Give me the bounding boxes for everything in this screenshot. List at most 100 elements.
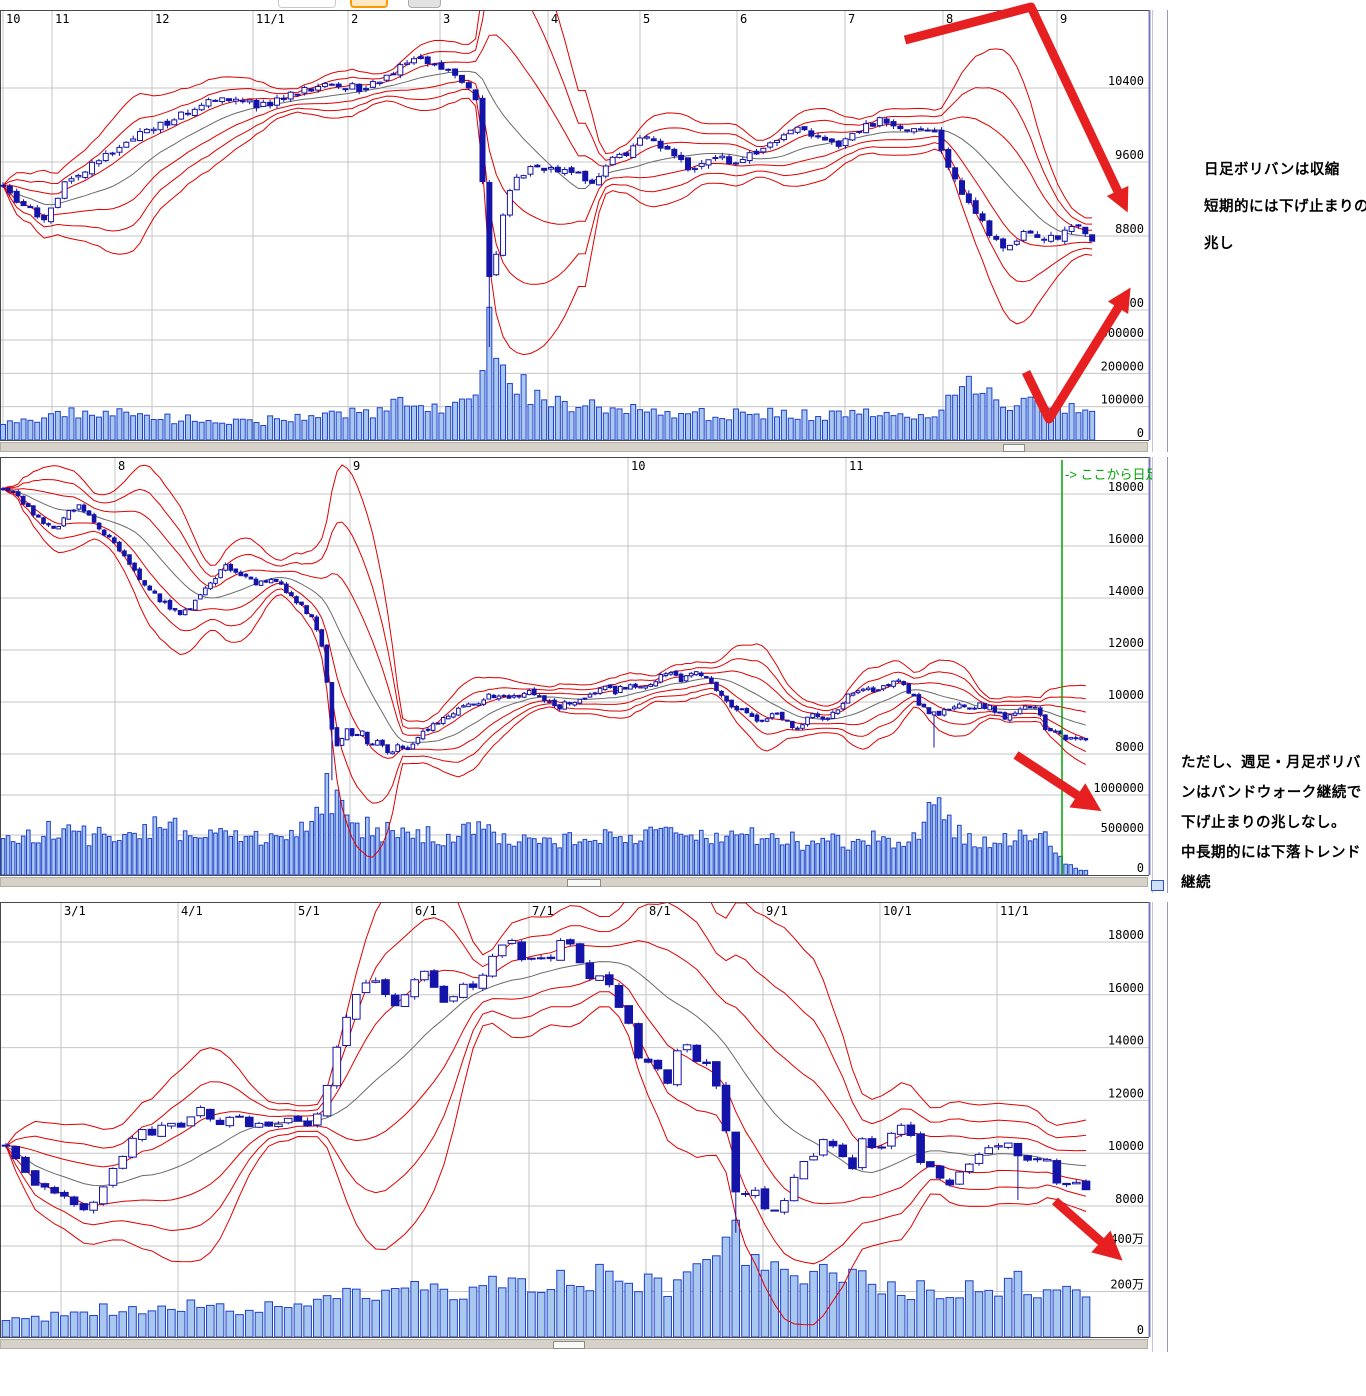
svg-text:11/1: 11/1 [256, 12, 285, 26]
daily-volume-bars [0, 306, 1096, 440]
monthly-axis-labels: 3/1 4/1 5/1 6/1 7/1 8/1 9/1 10/1 11/1 18000 16000 1… [64, 904, 1144, 1337]
daily-chart-panel[interactable]: 10 11 12 11/1 2 3 4 5 6 7 8 91040096008800800030000… [0, 0, 1151, 441]
svg-text:1000000: 1000000 [1093, 781, 1144, 795]
daily-trend-arrow-icon [1021, 287, 1131, 424]
svg-text:9/1: 9/1 [766, 904, 788, 918]
note-line: 日足ボリバンは収縮 [1204, 162, 1340, 178]
svg-text:9: 9 [353, 459, 360, 473]
svg-text:10000: 10000 [1108, 688, 1144, 702]
weekly-chart-panel[interactable]: 8 9 10 11 18000 16000 14000 12000 10000 8000 10000… [0, 457, 1151, 876]
svg-text:7: 7 [848, 12, 855, 26]
svg-text:10000: 10000 [1108, 1139, 1144, 1153]
note-line: 短期的には下げ止まりの [1204, 199, 1366, 215]
daily-bollinger-bands [2, 11, 1093, 356]
daily-grid [0, 10, 1149, 440]
svg-text:16000: 16000 [1108, 981, 1144, 995]
svg-text:2: 2 [351, 12, 358, 26]
weekly-frame [0, 457, 1151, 876]
svg-text:0: 0 [1137, 426, 1144, 440]
monthly-chart-panel[interactable]: 3/1 4/1 5/1 6/1 7/1 8/1 9/1 10/1 11/1 18000 16000 1… [0, 855, 1151, 1338]
svg-text:18000: 18000 [1108, 928, 1144, 942]
svg-text:14000: 14000 [1108, 584, 1144, 598]
svg-text:300000: 300000 [1101, 326, 1144, 340]
daily-axis-labels: 10 11 12 11/1 2 3 4 5 6 7 8 91040096008800800030000… [6, 12, 1144, 440]
toolbar-button-2[interactable] [350, 0, 388, 8]
svg-text:8/1: 8/1 [649, 904, 671, 918]
from-here-daily-label: -> ここから日足 [1065, 467, 1159, 482]
monthly-candles [1, 938, 1091, 1233]
svg-text:8: 8 [118, 459, 125, 473]
note-line: ただし、週足・月足ボリバ [1181, 755, 1361, 771]
svg-text:200万: 200万 [1110, 1278, 1144, 1292]
svg-text:100000: 100000 [1101, 393, 1144, 407]
svg-text:0: 0 [1137, 861, 1144, 875]
svg-text:8: 8 [946, 12, 953, 26]
vertical-scroll-strip[interactable] [1152, 902, 1168, 1352]
daily-trend-arrow-icon [903, 2, 1129, 213]
svg-text:9600: 9600 [1115, 148, 1144, 162]
svg-text:12: 12 [155, 12, 169, 26]
svg-text:18000: 18000 [1108, 480, 1144, 494]
svg-text:7/1: 7/1 [532, 904, 554, 918]
weekly-trend-arrow-icon [1013, 751, 1102, 812]
daily-candles [0, 53, 1096, 347]
svg-text:200000: 200000 [1101, 359, 1144, 373]
svg-text:12000: 12000 [1108, 636, 1144, 650]
svg-text:0: 0 [1137, 1323, 1144, 1337]
svg-text:6/1: 6/1 [415, 904, 437, 918]
svg-text:4/1: 4/1 [181, 904, 203, 918]
monthly-bollinger-bands [5, 903, 1087, 1326]
svg-text:10: 10 [631, 459, 645, 473]
toolbar-button-3[interactable] [408, 0, 441, 8]
scrollbar-thumb[interactable] [567, 879, 601, 887]
svg-text:12000: 12000 [1108, 1086, 1144, 1100]
vertical-scroll-strip[interactable] [1152, 457, 1168, 893]
svg-text:5/1: 5/1 [298, 904, 320, 918]
svg-text:6: 6 [740, 12, 747, 26]
scroll-button[interactable] [1151, 880, 1164, 891]
svg-text:16000: 16000 [1108, 532, 1144, 546]
svg-text:4: 4 [551, 12, 558, 26]
svg-text:500000: 500000 [1101, 821, 1144, 835]
monthly-volume-bars [1, 1219, 1091, 1337]
svg-text:8800: 8800 [1115, 222, 1144, 236]
svg-text:11: 11 [55, 12, 69, 26]
weekly-candles [0, 486, 1089, 781]
svg-text:14000: 14000 [1108, 1034, 1144, 1048]
monthly-horizontal-scrollbar[interactable] [0, 1339, 1148, 1349]
weekly-grid [0, 457, 1149, 875]
weekly-bollinger-bands [2, 464, 1087, 858]
weekly-horizontal-scrollbar[interactable] [0, 877, 1148, 887]
weekly-volume-bars [0, 773, 1089, 875]
svg-text:11: 11 [849, 459, 863, 473]
note-line: ンはバンドウォーク継続で [1181, 785, 1362, 801]
note-line: 継続 [1181, 875, 1211, 891]
vertical-scroll-strip[interactable] [1152, 10, 1168, 452]
svg-text:8000: 8000 [1115, 740, 1144, 754]
note-line: 中長期的には下落トレンド [1181, 845, 1361, 861]
daily-frame [0, 10, 1151, 441]
svg-text:8000: 8000 [1115, 1192, 1144, 1206]
weekly-annotation-note: ただし、週足・月足ボリバ ンはバンドウォーク継続で 下げ止まりの兆しなし。 中長… [1181, 748, 1362, 898]
scrollbar-thumb[interactable] [1003, 444, 1025, 452]
svg-text:3/1: 3/1 [64, 904, 86, 918]
note-line: 兆し [1204, 236, 1234, 252]
weekly-axis-labels: 8 9 10 11 18000 16000 14000 12000 10000 8000 10000… [118, 459, 1144, 875]
monthly-frame [0, 902, 1151, 1338]
svg-text:11/1: 11/1 [1000, 904, 1029, 918]
toolbar-button-1[interactable] [278, 0, 336, 8]
svg-text:10/1: 10/1 [883, 904, 912, 918]
monthly-grid [0, 902, 1149, 1337]
daily-horizontal-scrollbar[interactable] [0, 442, 1148, 452]
note-line: 下げ止まりの兆しなし。 [1181, 815, 1346, 831]
svg-text:5: 5 [643, 12, 650, 26]
svg-text:10: 10 [6, 12, 20, 26]
scrollbar-thumb[interactable] [553, 1341, 585, 1349]
daily-annotation-note: 日足ボリバンは収縮 短期的には下げ止まりの 兆し [1204, 152, 1366, 263]
svg-text:10400: 10400 [1108, 74, 1144, 88]
svg-text:3: 3 [443, 12, 450, 26]
monthly-trend-arrow-icon [1052, 1197, 1123, 1261]
svg-text:9: 9 [1060, 12, 1067, 26]
